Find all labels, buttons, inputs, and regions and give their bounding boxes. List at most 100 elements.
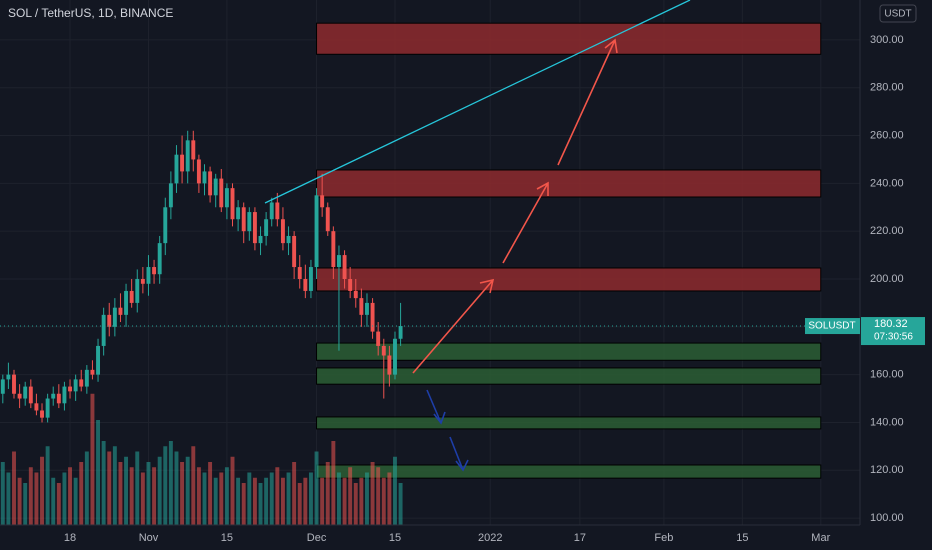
y-tick-label: 140.00 — [870, 416, 904, 428]
volume-bar — [376, 467, 381, 525]
candle-body — [275, 202, 280, 220]
candle-body — [107, 314, 112, 327]
candle-body — [12, 374, 16, 394]
zone — [316, 464, 822, 479]
volume-bar — [247, 472, 252, 525]
candle-body — [152, 267, 157, 275]
candle-body — [241, 207, 246, 232]
candle-body — [297, 267, 302, 279]
candle-body — [314, 195, 319, 268]
volume-bar — [381, 477, 386, 525]
volume-bar — [342, 477, 347, 525]
volume-bar — [236, 477, 241, 525]
candle-body — [213, 178, 218, 196]
candle-body — [325, 207, 330, 232]
zone — [316, 367, 822, 385]
y-tick-label: 240.00 — [870, 177, 904, 189]
volume-bar — [264, 477, 269, 525]
volume-bar — [6, 472, 11, 525]
candle-body — [23, 386, 28, 399]
x-tick-label: 18 — [64, 532, 76, 544]
price-axis — [860, 0, 932, 550]
candle-body — [68, 386, 72, 392]
volume-bar — [202, 472, 207, 525]
candle-body — [135, 278, 140, 303]
candle-body — [202, 171, 207, 184]
volume-bar — [320, 477, 325, 525]
candle-body — [56, 393, 61, 404]
candle-body — [62, 386, 67, 404]
price-badge — [861, 317, 925, 346]
y-tick-label: 220.00 — [870, 225, 904, 237]
candle-body — [73, 379, 78, 392]
volume-bar — [393, 456, 397, 525]
candle-body — [303, 278, 308, 291]
y-tick-label: 280.00 — [870, 82, 904, 94]
x-tick-label: 15 — [736, 532, 748, 544]
volume-bar — [163, 446, 168, 525]
arrow — [557, 38, 618, 166]
volume-bar — [387, 472, 392, 525]
x-tick-label: Mar — [811, 532, 830, 544]
arrow — [449, 436, 469, 472]
candle-body — [163, 207, 168, 244]
candle-body — [247, 212, 252, 232]
volume-bar — [12, 451, 16, 525]
arrow — [502, 181, 549, 264]
x-tick-label: Dec — [307, 532, 327, 544]
candle-body — [196, 159, 201, 184]
volume-bar — [180, 462, 185, 525]
candle-body — [370, 302, 375, 332]
candle-body — [101, 314, 106, 346]
y-tick-label: 260.00 — [870, 129, 904, 141]
candle-body — [180, 154, 185, 172]
candle-body — [90, 369, 95, 375]
volume-bar — [185, 456, 190, 525]
volume-bar — [280, 477, 285, 525]
currency-badge[interactable] — [879, 4, 917, 23]
candle-body — [336, 255, 341, 268]
x-tick-label: Nov — [139, 532, 159, 544]
volume-bar — [90, 393, 95, 525]
candles — [0, 130, 403, 423]
candle-body — [112, 307, 117, 327]
last-price: 180.32 — [874, 318, 908, 330]
volume-bar — [252, 477, 257, 525]
volume-bar — [308, 472, 313, 525]
volume-bar — [112, 446, 117, 525]
volume-bar — [101, 441, 106, 525]
volume-bar — [51, 477, 56, 525]
volume-bar — [213, 477, 218, 525]
y-tick-label: 200.00 — [870, 273, 904, 285]
volume-bar — [292, 462, 297, 525]
volume-bar — [17, 477, 22, 525]
volume-bar — [353, 483, 358, 525]
candle-body — [185, 140, 190, 172]
candle-body — [292, 235, 297, 268]
candle-body — [118, 307, 123, 315]
candle-body — [398, 326, 403, 339]
volume-bar — [152, 467, 157, 525]
volume-bar — [0, 462, 5, 525]
zone — [316, 416, 822, 430]
candle-body — [208, 171, 213, 196]
candle-body — [308, 267, 313, 291]
candle-body — [387, 355, 392, 375]
volume-bar — [40, 456, 44, 525]
candle-body — [84, 369, 89, 387]
zones — [316, 22, 822, 479]
candle-body — [191, 140, 196, 160]
candle-body — [6, 374, 11, 380]
candle-body — [342, 255, 347, 279]
volume-bar — [275, 467, 280, 525]
zone — [316, 342, 822, 361]
candle-body — [174, 154, 179, 184]
candle-body — [157, 243, 162, 275]
x-tick-label: 2022 — [478, 532, 502, 544]
volume-bar — [303, 477, 308, 525]
volume-bar — [336, 472, 341, 525]
candle-body — [359, 298, 364, 315]
volume-bar — [359, 477, 364, 525]
volume-bar — [34, 472, 39, 525]
candle-body — [17, 393, 22, 399]
